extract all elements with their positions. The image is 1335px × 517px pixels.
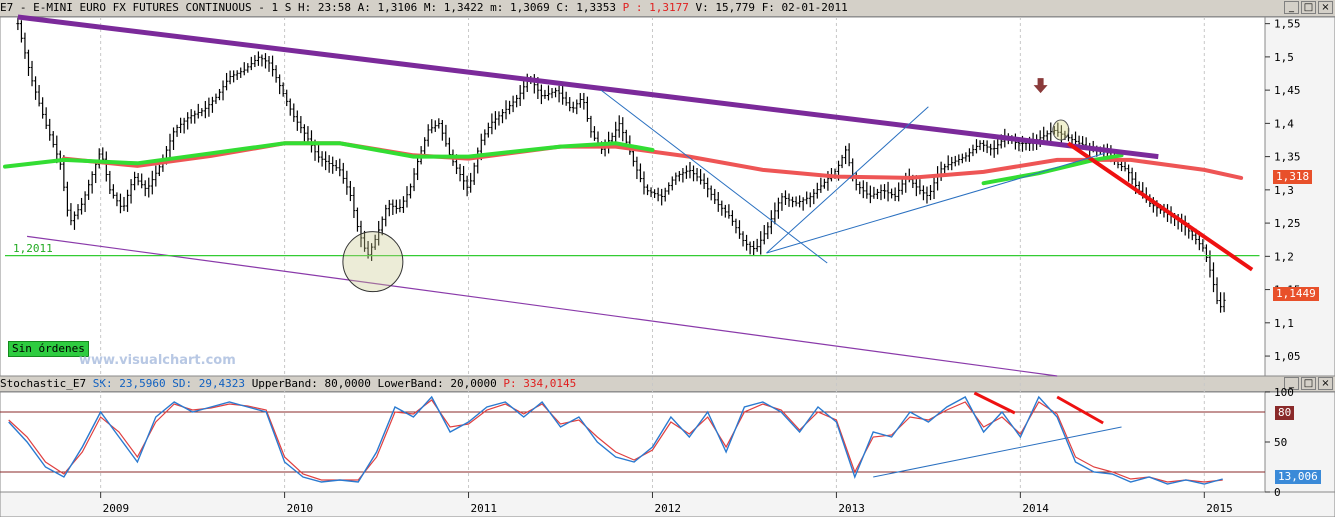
y-tick-label: 1,05 bbox=[1274, 350, 1301, 363]
stoch-sd: SD: 29,4323 bbox=[172, 377, 246, 390]
x-tick-label-2011: 2011 bbox=[471, 502, 498, 515]
top-highlight-circle bbox=[1052, 119, 1070, 141]
stoch-trend bbox=[873, 426, 1122, 478]
header-max: M: 1,3422 bbox=[423, 1, 484, 14]
green-moving-average-2 bbox=[981, 153, 1124, 186]
header-close: C: 1,3353 bbox=[556, 1, 616, 14]
minimize-button[interactable]: _ bbox=[1284, 1, 1299, 14]
stoch-p: P: 334,0145 bbox=[503, 377, 577, 390]
stoch-upper: UpperBand: 80,0000 bbox=[251, 377, 371, 390]
stoch-minimize-button[interactable]: _ bbox=[1284, 377, 1299, 390]
stoch-panel-frame bbox=[0, 391, 1266, 493]
y-tick-label: 1,5 bbox=[1274, 51, 1294, 64]
ma-price-tag: 1,318 bbox=[1273, 170, 1313, 184]
header-period: 1 S bbox=[271, 1, 292, 14]
blue-channel-2 bbox=[766, 106, 929, 254]
y-tick-label: 1,35 bbox=[1274, 151, 1301, 164]
red-downtrend bbox=[1067, 141, 1254, 272]
close-button[interactable]: × bbox=[1318, 1, 1333, 14]
stoch-y-tick-label: 0 bbox=[1274, 486, 1281, 499]
stoch-maximize-button[interactable]: □ bbox=[1301, 377, 1316, 390]
grid bbox=[0, 16, 1335, 517]
x-tick-label-2012: 2012 bbox=[654, 502, 681, 515]
stoch-window-controls: _ □ × bbox=[1284, 377, 1333, 390]
stoch-upper-band-tag: 80 bbox=[1275, 406, 1295, 420]
maximize-button[interactable]: □ bbox=[1301, 1, 1316, 14]
bottom-highlight-circle bbox=[342, 231, 404, 293]
stoch-close-button[interactable]: × bbox=[1318, 377, 1333, 390]
down-arrow-icon bbox=[1033, 78, 1048, 94]
stoch-sk-line bbox=[8, 395, 1223, 485]
x-tick-label-2009: 2009 bbox=[103, 502, 129, 515]
axes: 2009 2010 2011 2012 2013 2014 2015 1,55 1,5 1,45 1… bbox=[100, 18, 1301, 515]
stoch-lower: LowerBand: 20,0000 bbox=[377, 377, 497, 390]
overlays bbox=[3, 14, 1260, 377]
header-date: F: 02-01-2011 bbox=[761, 1, 848, 14]
header-min: m: 1,3069 bbox=[490, 1, 550, 14]
main-chart-header: E7 - E-MINI EURO FX FUTURES CONTINUOUS -… bbox=[0, 0, 1335, 17]
y-tick-label: 1,4 bbox=[1274, 117, 1294, 130]
y-tick-label: 1,2 bbox=[1274, 250, 1294, 263]
x-tick-label-2014: 2014 bbox=[1022, 502, 1049, 515]
stochastic-panel bbox=[0, 391, 1265, 485]
x-tick-label-2010: 2010 bbox=[287, 502, 314, 515]
stoch-div-1 bbox=[973, 391, 1016, 415]
x-tick-label-2013: 2013 bbox=[838, 502, 865, 515]
blue-channel-1 bbox=[600, 89, 828, 264]
no-orders-badge: Sin órdenes bbox=[8, 341, 89, 357]
stoch-y-tick-label: 50 bbox=[1274, 436, 1287, 449]
price-series bbox=[16, 17, 1226, 313]
header-open: A: 1,3106 bbox=[357, 1, 418, 14]
stoch-y-tick-label: 100 bbox=[1274, 386, 1294, 399]
stoch-value-tag: 13,006 bbox=[1275, 470, 1321, 484]
header-price: P : 1,3177 bbox=[622, 1, 689, 14]
x-tick-label-2015: 2015 bbox=[1206, 502, 1233, 515]
main-panel-frame bbox=[0, 16, 1266, 377]
y-tick-label: 1,1 bbox=[1274, 317, 1294, 330]
purple-support bbox=[26, 235, 1058, 377]
header-name: - E-MINI EURO FX FUTURES CONTINUOUS - bbox=[19, 1, 265, 14]
stoch-name: Stochastic_E7 bbox=[0, 377, 87, 390]
last-price-tag: 1,1449 bbox=[1273, 287, 1319, 301]
header-volume: V: 15,779 bbox=[695, 1, 756, 14]
stoch-sk: SK: 23,5960 bbox=[92, 377, 166, 390]
y-tick-label: 1,3 bbox=[1274, 184, 1294, 197]
window-controls: _ □ × bbox=[1284, 1, 1333, 14]
blue-channel-3 bbox=[766, 152, 1106, 254]
price-axis-bg bbox=[1264, 16, 1335, 377]
stoch-div-2 bbox=[1056, 395, 1104, 425]
y-tick-label: 1,55 bbox=[1274, 18, 1301, 31]
purple-resistance bbox=[17, 14, 1159, 160]
y-tick-label: 1,25 bbox=[1274, 217, 1301, 230]
time-axis-bg bbox=[0, 491, 1335, 517]
header-symbol: E7 bbox=[0, 1, 14, 14]
green-moving-average bbox=[3, 141, 655, 169]
watermark: www.visualchart.com bbox=[79, 353, 236, 368]
header-high-time: H: 23:58 bbox=[298, 1, 352, 14]
y-tick-label: 1,45 bbox=[1274, 84, 1301, 97]
support-level-label: 1,2011 bbox=[13, 242, 53, 255]
stoch-sd-line bbox=[8, 399, 1223, 483]
